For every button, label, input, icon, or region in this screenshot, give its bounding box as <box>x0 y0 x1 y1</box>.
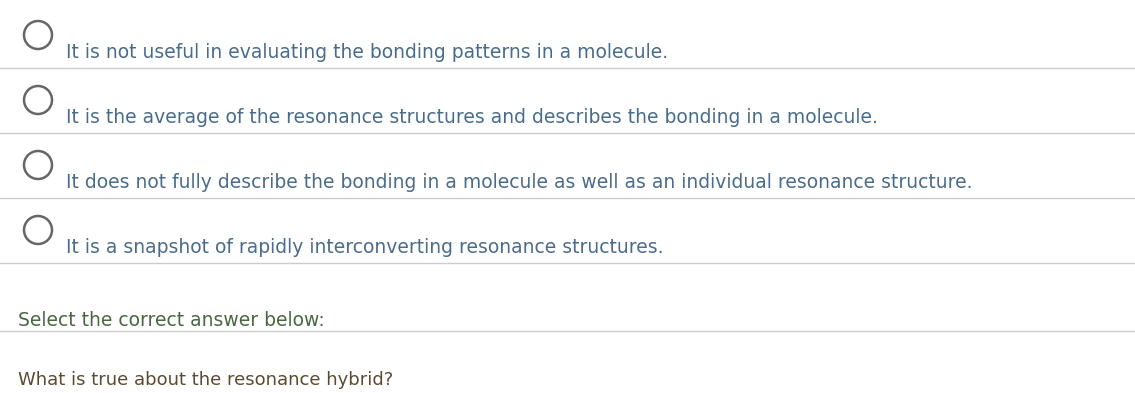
Text: What is true about the resonance hybrid?: What is true about the resonance hybrid? <box>18 371 393 389</box>
Text: Select the correct answer below:: Select the correct answer below: <box>18 311 325 330</box>
Text: It is a snapshot of rapidly interconverting resonance structures.: It is a snapshot of rapidly interconvert… <box>66 238 664 257</box>
Text: It is the average of the resonance structures and describes the bonding in a mol: It is the average of the resonance struc… <box>66 108 877 127</box>
Text: It is not useful in evaluating the bonding patterns in a molecule.: It is not useful in evaluating the bondi… <box>66 43 669 62</box>
Text: It does not fully describe the bonding in a molecule as well as an individual re: It does not fully describe the bonding i… <box>66 173 973 192</box>
